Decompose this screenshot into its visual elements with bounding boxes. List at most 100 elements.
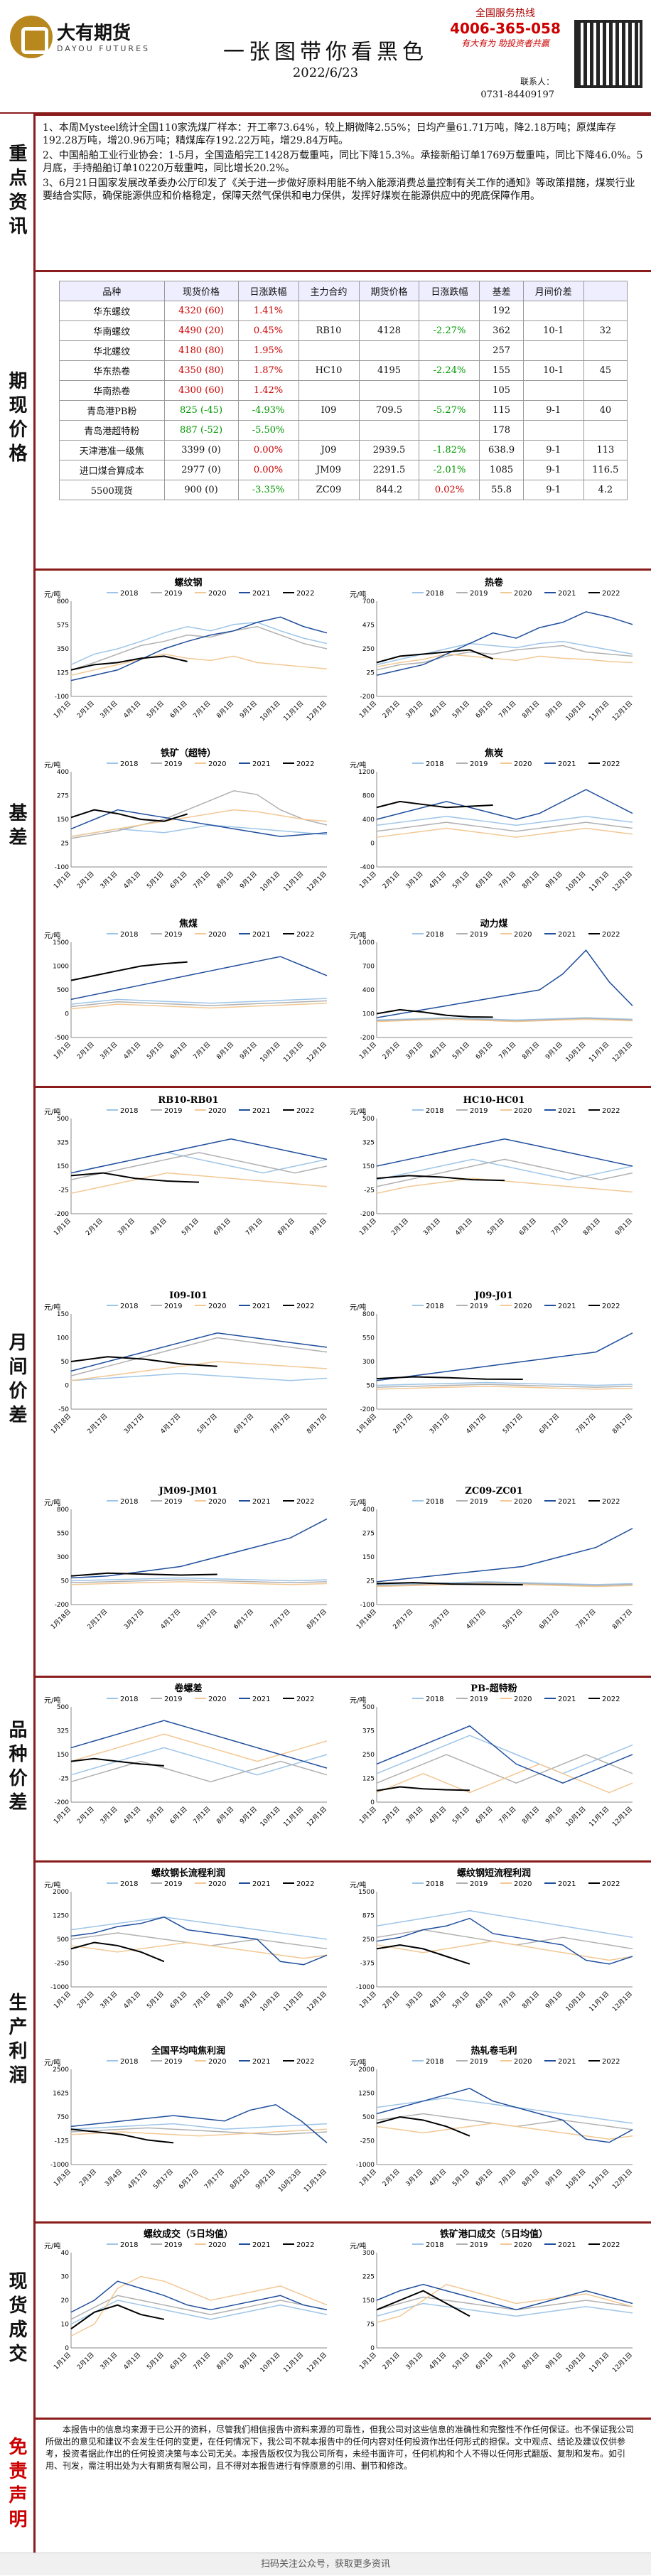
x-tick-label: 4月1日: [428, 870, 448, 890]
side-label-news: 重点资讯: [0, 114, 36, 270]
table-row: 天津港准一级焦 3399 (0) 0.00% J09 2939.5 -1.82% 638.9…: [59, 440, 628, 460]
x-tick-label: 6月1日: [168, 1990, 189, 2010]
news-item: 1、本周Mysteel统计全国110家洗煤厂样本：开工率73.64%，较上期微降…: [43, 122, 616, 146]
x-tick-label: 3月1日: [404, 1990, 425, 2010]
x-tick-label: 11月1日: [588, 2167, 611, 2191]
legend-label: 2018: [120, 760, 138, 768]
x-tick-label: 11月1日: [282, 1990, 306, 2013]
y-tick-label: 150: [57, 817, 69, 824]
legend-label: 2018: [120, 2241, 138, 2249]
table-cell: [583, 420, 628, 441]
y-tick-label: 500: [57, 987, 69, 994]
disclaimer-section: 本报告中的信息均来源于已公开的资料，尽管我们相信报告中资料来源的可靠性，但我公司…: [36, 2418, 651, 2553]
table-cell: [298, 380, 360, 401]
x-tick-label: 1月18日: [49, 1412, 72, 1435]
x-tick-label: 7月17日: [269, 1607, 292, 1631]
legend-label: 2018: [426, 931, 443, 939]
legend-label: 2019: [164, 931, 182, 939]
x-tick-label: 3月4日: [104, 2167, 124, 2188]
chart-title: 焦煤: [178, 918, 198, 929]
qr-code-icon[interactable]: [574, 20, 642, 88]
series-line-2019: [70, 625, 328, 671]
x-tick-label: 12月1日: [305, 1990, 328, 2013]
series-line-2018: [376, 816, 633, 826]
x-tick-label: 7月1日: [192, 870, 212, 890]
x-tick-label: 11月13日: [302, 2167, 328, 2193]
table-cell: [298, 420, 360, 441]
x-tick-label: 6月1日: [168, 1040, 189, 1061]
series-line-2019: [376, 1384, 633, 1388]
series-line-2018: [70, 2300, 328, 2325]
y-tick-label: 0: [370, 2345, 375, 2352]
x-tick-label: 9月1日: [544, 2351, 564, 2371]
y-unit: 元/吨: [350, 590, 366, 599]
y-tick-label: 550: [57, 1531, 69, 1538]
y-tick-label: 250: [362, 646, 375, 653]
x-tick-label: 11月1日: [282, 1040, 306, 1064]
table-row: 青岛港PB粉 825 (-45) -4.93% I09 709.5 -5.27% 115 9-…: [59, 400, 628, 421]
x-tick-label: 4月17日: [465, 1607, 488, 1631]
table-cell: 4128: [358, 320, 420, 341]
table-cell: 257: [479, 340, 524, 361]
y-tick-label: 300: [362, 2250, 375, 2257]
price-table: 品种 现货价格 日涨跌幅 主力合约 期货价格 日涨跌幅 基差 月间价差 华东螺纹 4320 (6…: [59, 281, 628, 500]
x-tick-label: 12月1日: [610, 1805, 634, 1828]
y-tick-label: 250: [362, 1936, 375, 1944]
variety-section: [36, 1676, 651, 1860]
page-title: 一张图带你看黑色: [223, 40, 428, 65]
x-tick-label: 6月1日: [168, 1805, 189, 1826]
x-tick-label: 4月1日: [428, 2167, 448, 2188]
y-unit: 元/吨: [350, 2241, 366, 2251]
y-tick-label: -100: [360, 1602, 375, 1609]
legend-label: 2019: [470, 1107, 488, 1115]
table-row: 华南螺纹 4490 (20) 0.45% RB10 4128 -2.27% 362 10-1 3…: [59, 320, 628, 341]
x-tick-label: 2月17日: [392, 1412, 415, 1435]
slogan: 有大有为 助投资者共赢: [461, 38, 549, 48]
y-tick-label: 1500: [53, 939, 69, 947]
y-tick-label: 2000: [358, 2066, 375, 2074]
legend-label: 2018: [426, 1498, 443, 1506]
table-cell: [298, 301, 360, 321]
x-tick-label: 2月1日: [75, 870, 96, 890]
chart-铁矿（超特）: 铁矿（超特） 元/吨 2018 2019 2020 2021 2022 -100 25 150 27…: [43, 746, 334, 895]
x-tick-label: 12月1日: [305, 1805, 328, 1828]
chart-螺纹钢长流程利润: 螺纹钢长流程利润 元/吨 2018 2019 2020 2021 2022 -1000 -250…: [43, 1866, 334, 2015]
x-tick-label: 12月1日: [610, 2167, 634, 2191]
x-tick-label: 2月1日: [85, 1217, 105, 1237]
table-cell: 4320 (60): [163, 301, 239, 321]
y-tick-label: -500: [55, 1035, 70, 1042]
series-line-2022: [376, 1175, 505, 1182]
legend-label: 2018: [120, 1696, 138, 1703]
y-tick-label: 400: [362, 1507, 375, 1514]
legend-label: 2021: [252, 1696, 270, 1703]
series-line-2022: [376, 1376, 523, 1381]
contact-phone[interactable]: 0731-84409197: [480, 90, 554, 100]
chart-J09-J01: J09-J01 元/吨 2018 2019 2020 2021 2022 -200 50 300 5…: [348, 1288, 640, 1438]
legend-label: 2021: [252, 760, 270, 768]
table-cell: 华南螺纹: [59, 320, 165, 341]
legend-label: 2020: [208, 1696, 226, 1703]
y-tick-label: 500: [362, 1704, 375, 1711]
y-tick-label: -200: [360, 1035, 375, 1042]
series-line-2018: [376, 1735, 633, 1774]
x-tick-label: 5月1日: [145, 870, 166, 890]
y-tick-label: 150: [362, 1554, 375, 1561]
x-tick-label: 3月1日: [117, 1217, 137, 1237]
hotline-number[interactable]: 4006-365-058: [450, 20, 561, 37]
series-line-2019: [70, 1579, 328, 1583]
legend-label: 2021: [252, 1498, 270, 1506]
table-cell: [583, 340, 628, 361]
dayou-logo-icon: [10, 16, 53, 58]
x-tick-label: 11月1日: [588, 1040, 611, 1064]
series-line-2022: [376, 2290, 470, 2317]
x-tick-label: 1月3日: [53, 2167, 73, 2188]
x-tick-label: 6月17日: [232, 1412, 256, 1435]
table-cell: [419, 420, 480, 441]
report-date: 2022/6/23: [292, 65, 359, 80]
table-header-cell: 基差: [479, 281, 524, 301]
series-line-2021: [376, 1332, 633, 1381]
series-line-2022: [376, 1944, 470, 1965]
x-tick-label: 8月17日: [305, 1412, 328, 1435]
legend-label: 2018: [120, 590, 138, 598]
